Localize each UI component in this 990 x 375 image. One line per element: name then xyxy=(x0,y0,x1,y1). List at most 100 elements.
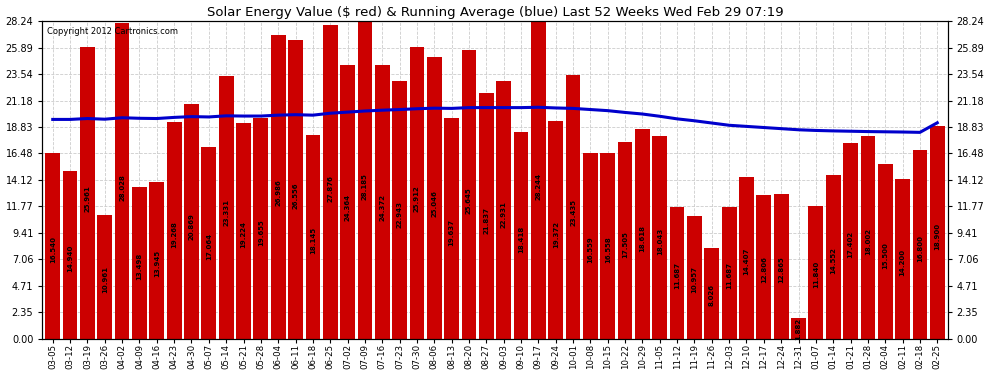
Bar xyxy=(62,171,77,339)
Text: 18.418: 18.418 xyxy=(518,226,524,253)
Bar xyxy=(166,122,181,339)
Bar xyxy=(496,81,511,339)
Text: 1.882: 1.882 xyxy=(796,318,802,340)
Text: 28.185: 28.185 xyxy=(362,173,368,200)
Bar xyxy=(878,164,893,339)
Text: 13.945: 13.945 xyxy=(153,250,159,277)
Text: 25.046: 25.046 xyxy=(432,190,438,217)
Bar xyxy=(722,207,737,339)
Text: 13.498: 13.498 xyxy=(137,252,143,279)
Bar xyxy=(271,35,285,339)
Bar xyxy=(201,147,216,339)
Text: 14.552: 14.552 xyxy=(831,247,837,274)
Bar xyxy=(740,177,753,339)
Bar xyxy=(237,123,250,339)
Text: 16.800: 16.800 xyxy=(917,234,923,261)
Bar xyxy=(670,207,684,339)
Text: 23.331: 23.331 xyxy=(223,199,229,226)
Text: 18.043: 18.043 xyxy=(656,228,662,255)
Bar xyxy=(826,175,841,339)
Text: 10.961: 10.961 xyxy=(102,266,108,293)
Text: 18.618: 18.618 xyxy=(640,225,645,252)
Bar xyxy=(479,93,494,339)
Bar xyxy=(635,129,649,339)
Bar xyxy=(913,150,928,339)
Text: 15.500: 15.500 xyxy=(882,242,888,268)
Text: 27.876: 27.876 xyxy=(328,175,334,202)
Bar xyxy=(341,65,355,339)
Text: 17.402: 17.402 xyxy=(847,231,853,258)
Text: 14.407: 14.407 xyxy=(743,247,749,274)
Text: 19.655: 19.655 xyxy=(257,219,264,246)
Text: 19.637: 19.637 xyxy=(448,219,454,246)
Text: 24.364: 24.364 xyxy=(345,194,350,221)
Text: 22.943: 22.943 xyxy=(397,201,403,228)
Bar xyxy=(860,136,875,339)
Text: 26.986: 26.986 xyxy=(275,180,281,206)
Text: 25.961: 25.961 xyxy=(84,185,90,212)
Text: 11.687: 11.687 xyxy=(674,262,680,289)
Bar xyxy=(461,50,476,339)
Text: 11.840: 11.840 xyxy=(813,261,819,288)
Text: 12.806: 12.806 xyxy=(761,256,767,283)
Bar xyxy=(705,249,719,339)
Text: 26.556: 26.556 xyxy=(293,182,299,209)
Bar xyxy=(445,118,459,339)
Bar xyxy=(97,216,112,339)
Bar xyxy=(548,121,563,339)
Text: 11.687: 11.687 xyxy=(726,262,733,289)
Bar xyxy=(375,64,390,339)
Text: 19.268: 19.268 xyxy=(171,221,177,248)
Text: 23.435: 23.435 xyxy=(570,199,576,226)
Bar xyxy=(774,194,789,339)
Text: 16.559: 16.559 xyxy=(587,236,593,263)
Text: 12.865: 12.865 xyxy=(778,256,784,283)
Bar xyxy=(392,81,407,339)
Bar xyxy=(514,132,529,339)
Bar xyxy=(184,104,199,339)
Bar xyxy=(80,47,95,339)
Text: 28.244: 28.244 xyxy=(536,173,542,200)
Text: 18.900: 18.900 xyxy=(935,223,940,250)
Title: Solar Energy Value ($ red) & Running Average (blue) Last 52 Weeks Wed Feb 29 07:: Solar Energy Value ($ red) & Running Ave… xyxy=(207,6,783,18)
Text: 25.645: 25.645 xyxy=(466,187,472,214)
Bar xyxy=(306,135,320,339)
Bar xyxy=(687,216,702,339)
Bar xyxy=(288,40,303,339)
Text: Copyright 2012 Cartronics.com: Copyright 2012 Cartronics.com xyxy=(47,27,178,36)
Bar xyxy=(895,179,910,339)
Text: 20.869: 20.869 xyxy=(188,213,194,240)
Text: 10.957: 10.957 xyxy=(691,266,697,293)
Bar xyxy=(323,25,338,339)
Text: 16.540: 16.540 xyxy=(50,236,55,263)
Bar xyxy=(253,118,268,339)
Text: 18.145: 18.145 xyxy=(310,227,316,254)
Text: 28.028: 28.028 xyxy=(119,174,125,201)
Bar xyxy=(531,21,545,339)
Text: 24.372: 24.372 xyxy=(379,194,385,220)
Bar xyxy=(132,187,147,339)
Text: 19.224: 19.224 xyxy=(241,222,247,249)
Bar xyxy=(600,153,615,339)
Bar xyxy=(791,318,806,339)
Bar xyxy=(756,195,771,339)
Bar xyxy=(809,206,824,339)
Text: 14.940: 14.940 xyxy=(67,244,73,272)
Bar xyxy=(618,142,633,339)
Text: 17.064: 17.064 xyxy=(206,233,212,260)
Bar xyxy=(565,75,580,339)
Bar xyxy=(930,126,944,339)
Bar xyxy=(357,22,372,339)
Text: 17.505: 17.505 xyxy=(622,231,628,258)
Text: 21.837: 21.837 xyxy=(483,207,489,234)
Bar xyxy=(843,143,858,339)
Text: 22.931: 22.931 xyxy=(501,201,507,228)
Text: 19.372: 19.372 xyxy=(552,220,558,248)
Text: 8.026: 8.026 xyxy=(709,284,715,306)
Bar xyxy=(149,182,164,339)
Text: 18.002: 18.002 xyxy=(865,228,871,255)
Bar xyxy=(115,24,130,339)
Bar xyxy=(46,153,60,339)
Bar xyxy=(410,47,425,339)
Bar xyxy=(652,136,667,339)
